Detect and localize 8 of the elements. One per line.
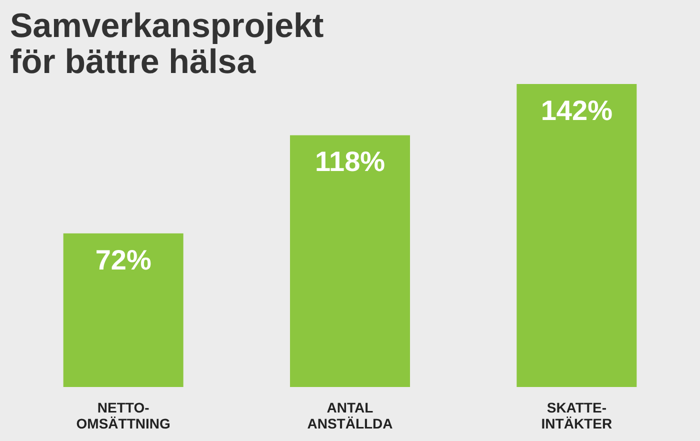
text: Samverkansprojekt	[10, 7, 324, 45]
x-tick-label: NETTO- OMSÄTTNING	[76, 400, 170, 432]
text: för bättre hälsa	[10, 43, 256, 81]
x-tick-label: SKATTE- INTÄKTER	[541, 400, 612, 432]
data-label: 142%	[540, 95, 613, 126]
data-label: 118%	[314, 146, 386, 178]
data-label: 72%	[95, 244, 152, 276]
x-tick-label: ANTAL ANSTÄLLDA	[307, 400, 393, 432]
